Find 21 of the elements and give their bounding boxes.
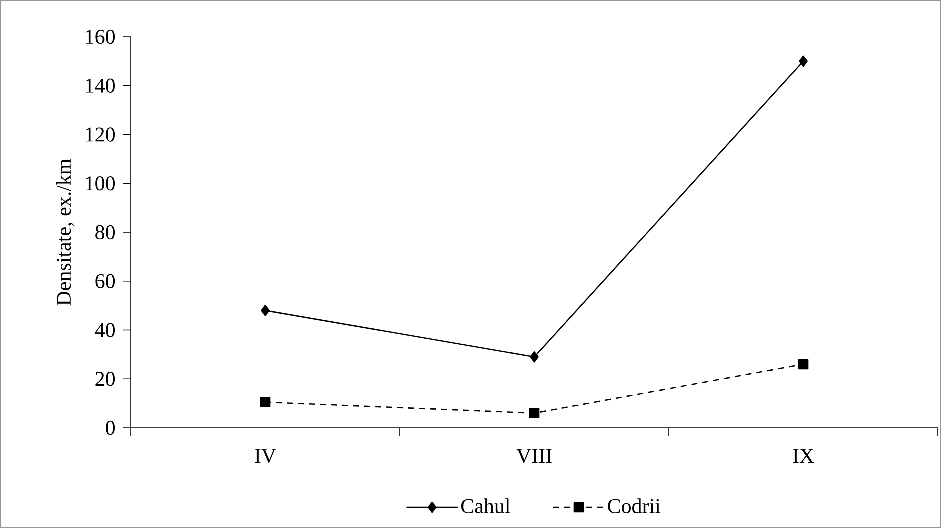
y-tick-label: 120 [86,128,116,142]
y-tick-label: 160 [86,30,116,44]
y-axis-title: Densitate, ex./km [56,159,74,306]
x-tick-label: IX [793,449,814,463]
y-tick-label: 140 [86,78,116,93]
legend-label: Codrii [608,498,661,514]
point [261,305,270,316]
point [530,351,539,363]
y-tick-label: 0 [106,420,116,436]
legend-label: Cahul [461,498,510,514]
x-tick-label: VIII [516,449,552,464]
x-tick-label: IV [255,449,276,464]
point [260,397,271,408]
y-tick-label: 80 [96,225,116,240]
y-tick-label: 40 [95,323,116,338]
point [529,408,540,418]
y-tick-label: 100 [86,176,116,191]
point [798,359,809,370]
y-tick-label: 60 [96,274,116,288]
point [799,56,808,68]
y-tick-label: 20 [96,372,116,386]
